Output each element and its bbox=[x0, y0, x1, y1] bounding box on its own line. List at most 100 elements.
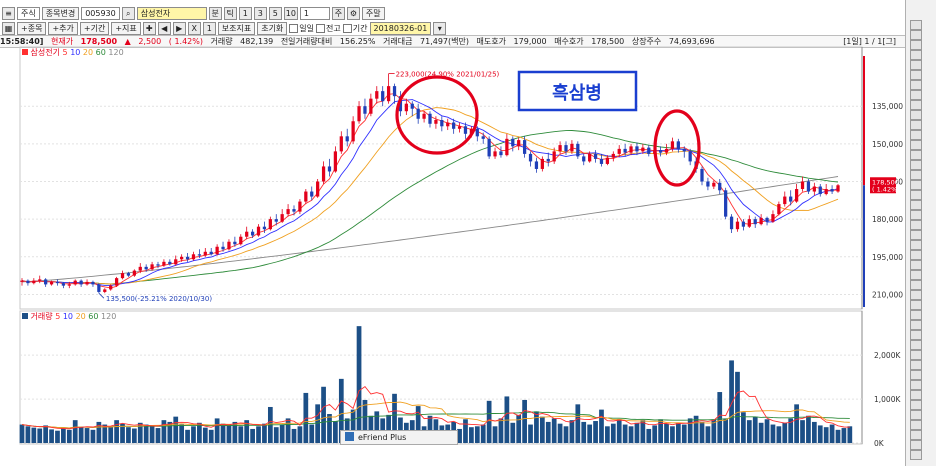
period-input[interactable]: 1 bbox=[299, 7, 330, 20]
period-unit-button[interactable]: 주 bbox=[331, 7, 345, 20]
add-period-button[interactable]: +기간 bbox=[79, 22, 110, 35]
chart-svg[interactable]: 210,000195,000180,000165,000150,000135,0… bbox=[0, 0, 905, 466]
chevron-right-icon[interactable]: ▶ bbox=[172, 22, 186, 35]
drawing-tool-icon[interactable] bbox=[910, 290, 922, 300]
drawing-tool-icon[interactable] bbox=[910, 360, 922, 370]
gear-icon[interactable]: ⚙ bbox=[346, 7, 360, 20]
drawing-tool-icon[interactable] bbox=[910, 320, 922, 330]
main-button-minute[interactable]: 분 bbox=[208, 7, 222, 20]
main-button-tick[interactable]: 틱 bbox=[223, 7, 237, 20]
candle-body bbox=[132, 270, 136, 276]
drawing-tool-icon[interactable] bbox=[910, 70, 922, 80]
drawing-tool-icon[interactable] bbox=[910, 270, 922, 280]
drawing-tool-icon[interactable] bbox=[910, 350, 922, 360]
drawing-tool-icon[interactable] bbox=[910, 90, 922, 100]
drawing-tool-icon[interactable] bbox=[910, 50, 922, 60]
drawing-tool-icon[interactable] bbox=[910, 200, 922, 210]
count-button[interactable]: 1 bbox=[202, 22, 216, 35]
volume-bar bbox=[214, 418, 220, 443]
drawing-tool-icon[interactable] bbox=[910, 180, 922, 190]
drawing-tool-icon[interactable] bbox=[910, 40, 922, 50]
drawing-tool-icon[interactable] bbox=[910, 100, 922, 110]
drawing-tool-icon[interactable] bbox=[910, 390, 922, 400]
candle-body bbox=[700, 168, 704, 182]
candle-body bbox=[617, 148, 621, 154]
drawing-tool-icon[interactable] bbox=[910, 130, 922, 140]
candle-body bbox=[32, 280, 36, 284]
drawing-tool-icon[interactable] bbox=[910, 450, 922, 460]
candle-body bbox=[268, 219, 272, 230]
drawing-tool-icon[interactable] bbox=[910, 410, 922, 420]
drawing-tool-icon[interactable] bbox=[910, 250, 922, 260]
indicator-settings-button[interactable]: 보조지표 bbox=[217, 22, 256, 35]
code-change-select[interactable]: 종목변경 bbox=[41, 7, 80, 20]
taskbar-popup[interactable]: eFriend Plus bbox=[340, 430, 458, 445]
drawing-tool-icon[interactable] bbox=[910, 80, 922, 90]
drawing-tool-icon[interactable] bbox=[910, 60, 922, 70]
drawing-tool-icon[interactable] bbox=[910, 140, 922, 150]
drawing-tool-icon[interactable] bbox=[910, 400, 922, 410]
drawing-tool-icon[interactable] bbox=[910, 220, 922, 230]
date-range-field[interactable]: 20180326-01 bbox=[369, 22, 432, 35]
drawing-tool-icon[interactable] bbox=[910, 310, 922, 320]
candle-body bbox=[446, 122, 450, 127]
stock-code-input[interactable]: 005930 bbox=[81, 7, 120, 20]
drawing-tool-icon[interactable] bbox=[910, 170, 922, 180]
candle-body bbox=[156, 264, 160, 266]
candle-body bbox=[475, 128, 479, 137]
drawing-tool-icon[interactable] bbox=[910, 300, 922, 310]
add-series-button[interactable]: +추가 bbox=[48, 22, 78, 35]
drawing-tool-icon[interactable] bbox=[910, 30, 922, 40]
period-checkbox[interactable]: 기간 bbox=[342, 23, 368, 34]
period-button-1[interactable]: 1 bbox=[238, 7, 252, 20]
volume-bar bbox=[510, 422, 516, 443]
legend-vma20: 20 bbox=[75, 312, 86, 321]
volume-bar bbox=[741, 412, 746, 443]
drawing-tool-icon[interactable] bbox=[910, 370, 922, 380]
grid-icon[interactable]: ▦ bbox=[2, 22, 15, 35]
drawing-tool-icon[interactable] bbox=[910, 120, 922, 130]
period-button-5[interactable]: 5 bbox=[268, 7, 282, 20]
close-button[interactable]: X bbox=[187, 22, 201, 35]
reset-button[interactable]: 초기화 bbox=[257, 22, 288, 35]
drawing-tool-icon[interactable] bbox=[910, 150, 922, 160]
drawing-tool-icon[interactable] bbox=[910, 280, 922, 290]
stock-name-field[interactable]: 삼성전자 bbox=[136, 7, 207, 20]
candle-body bbox=[262, 226, 267, 230]
add-indicator-button[interactable]: +지표 bbox=[111, 22, 141, 35]
drawing-tool-icon[interactable] bbox=[910, 110, 922, 120]
drawing-tool-icon[interactable] bbox=[910, 260, 922, 270]
drawing-tool-icon[interactable] bbox=[910, 380, 922, 390]
drawing-tool-icon[interactable] bbox=[910, 440, 922, 450]
volume-label: 거래량 bbox=[210, 37, 233, 46]
crosshair-icon[interactable]: ✚ bbox=[142, 22, 156, 35]
chevron-down-icon[interactable]: ▾ bbox=[433, 22, 447, 35]
drawing-tool-icon[interactable] bbox=[910, 340, 922, 350]
daily-checkbox[interactable]: 일일 bbox=[289, 23, 314, 34]
volume-bar bbox=[788, 418, 794, 443]
weekend-button[interactable]: 주말 bbox=[361, 7, 385, 20]
drawing-tool-icon[interactable] bbox=[910, 430, 922, 440]
drawing-tool-icon[interactable] bbox=[910, 210, 922, 220]
market-select[interactable]: 주식 bbox=[17, 7, 40, 20]
search-icon[interactable]: ⌕ bbox=[121, 7, 135, 20]
candle-body bbox=[457, 126, 462, 129]
ma120-line bbox=[21, 176, 839, 283]
candle-body bbox=[67, 284, 71, 286]
prev-high-checkbox[interactable]: 전고 bbox=[316, 23, 341, 34]
drawing-tool-icon[interactable] bbox=[910, 420, 922, 430]
drawing-tool-icon[interactable] bbox=[910, 20, 922, 30]
add-stock-button[interactable]: +종목 bbox=[17, 22, 47, 35]
candle-body bbox=[812, 186, 816, 192]
volume-bar bbox=[285, 418, 291, 443]
chevron-left-icon[interactable]: ◀ bbox=[157, 22, 171, 35]
period-button-10[interactable]: 10 bbox=[283, 7, 298, 20]
drawing-tool-icon[interactable] bbox=[910, 240, 922, 250]
volume-bar bbox=[66, 429, 72, 443]
drawing-tool-icon[interactable] bbox=[910, 190, 922, 200]
drawing-tool-icon[interactable] bbox=[910, 160, 922, 170]
drawing-tool-icon[interactable] bbox=[910, 230, 922, 240]
period-button-3[interactable]: 3 bbox=[253, 7, 267, 20]
menu-button[interactable]: ≡ bbox=[2, 7, 15, 20]
drawing-tool-icon[interactable] bbox=[910, 330, 922, 340]
